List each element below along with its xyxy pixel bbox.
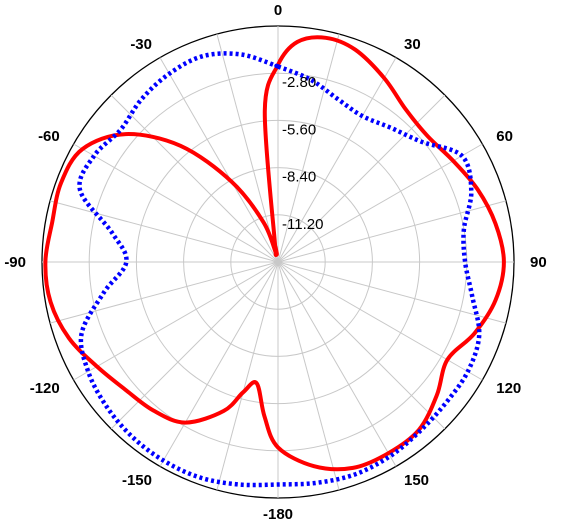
angle-tick-label: -60: [38, 128, 60, 145]
radial-tick-label: -11.20: [282, 216, 323, 233]
angle-tick-label: 150: [404, 472, 429, 489]
polar-grid: [41, 25, 515, 499]
grid-spoke: [277, 200, 507, 263]
radial-tick-label: -8.40: [282, 169, 316, 186]
grid-spoke: [277, 57, 397, 263]
grid-spoke: [49, 261, 279, 324]
grid-spoke: [277, 33, 340, 263]
grid-spoke: [73, 143, 279, 263]
angle-tick-label: 90: [530, 254, 547, 271]
grid-spoke: [277, 261, 397, 467]
angle-tick-label: 0: [274, 2, 282, 19]
grid-spoke: [110, 261, 279, 430]
series-red-solid-line: [43, 35, 506, 472]
grid-spoke: [277, 261, 483, 381]
angle-tick-label: 60: [496, 128, 513, 145]
grid-spoke: [277, 143, 483, 263]
label-layer: 0 30 60 90 120 150 -180 -150 -120 -90 -60 -30 -2.80 -…: [4, 2, 546, 522]
grid-spoke: [49, 200, 279, 263]
angle-tick-label: -90: [4, 254, 26, 271]
angle-tick-label: -30: [130, 36, 152, 53]
series-blue-dotted-line: [77, 51, 482, 488]
angle-tick-label: -180: [263, 506, 293, 522]
grid-spoke: [277, 261, 507, 324]
series-layer: [43, 35, 506, 488]
grid-spoke: [73, 261, 279, 381]
angle-tick-label: -120: [30, 380, 60, 397]
angle-tick-label: 120: [496, 380, 521, 397]
grid-spoke: [159, 261, 279, 467]
grid-spoke: [159, 57, 279, 263]
grid-spoke: [216, 261, 279, 491]
angle-tick-label: 30: [404, 36, 421, 53]
radial-tick-label: -5.60: [282, 121, 316, 138]
grid-spoke: [110, 94, 279, 263]
radial-tick-label: -2.80: [282, 74, 316, 91]
angle-tick-label: -150: [122, 472, 152, 489]
grid-spoke: [216, 33, 279, 263]
grid-spoke: [277, 261, 340, 491]
grid-spoke: [277, 261, 446, 430]
